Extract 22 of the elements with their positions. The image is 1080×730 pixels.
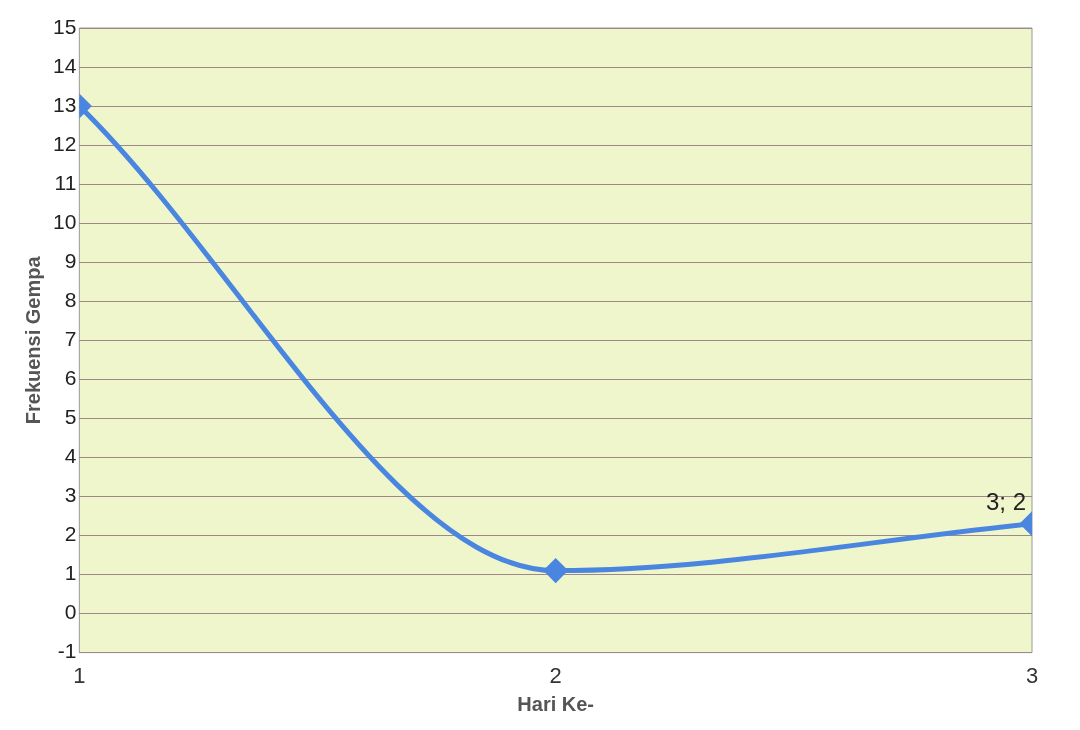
y-tick-label: 13: [53, 92, 77, 116]
y-tick-label: 4: [64, 444, 77, 468]
x-tick-label: 2: [549, 662, 562, 688]
y-tick-label: 5: [64, 405, 77, 429]
x-tick-label: 3: [1025, 662, 1039, 688]
y-tick-label: 10: [53, 209, 77, 233]
y-tick-label: 3: [64, 483, 77, 507]
y-tick-label: 14: [53, 53, 77, 77]
y-tick-label: 6: [64, 366, 77, 390]
y-tick-label: 9: [64, 249, 77, 273]
annotation: 3; 2: [985, 488, 1026, 516]
y-tick-label: 12: [53, 131, 77, 155]
y-tick-label: 7: [64, 327, 77, 351]
y-axis-title: Frekuensi Gempa: [21, 255, 44, 425]
x-axis-title: Hari Ke-: [517, 692, 595, 715]
y-tick-label: 11: [54, 170, 77, 194]
y-tick-label: 8: [64, 288, 77, 312]
y-tick-label: -1: [57, 639, 77, 663]
y-tick-label: 0: [64, 600, 77, 624]
y-tick-label: 1: [64, 561, 77, 585]
y-tick-label: 2: [64, 522, 77, 546]
y-tick-label: 15: [53, 14, 77, 38]
